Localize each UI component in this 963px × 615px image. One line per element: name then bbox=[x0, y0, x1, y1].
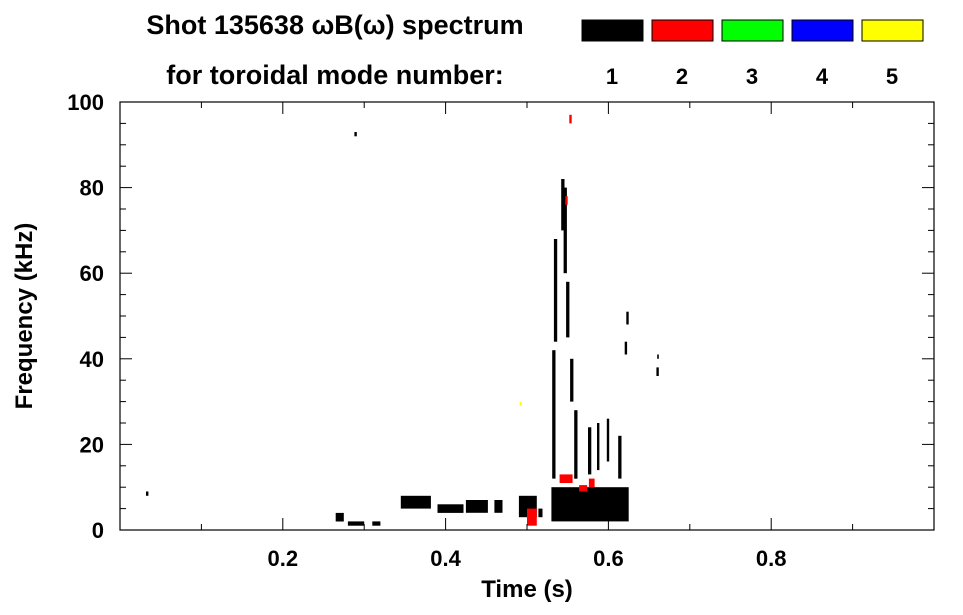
x-axis-label: Time (s) bbox=[481, 576, 573, 603]
y-tick-label: 60 bbox=[80, 261, 104, 286]
y-tick-label: 100 bbox=[67, 90, 104, 115]
spectral-feature-mode-1 bbox=[494, 500, 503, 513]
spectral-feature-mode-1 bbox=[624, 341, 628, 355]
spectral-feature-mode-1 bbox=[597, 423, 600, 471]
y-axis-ticks: 0 20 40 60 80 100 bbox=[67, 90, 934, 543]
legend-swatch-mode-1 bbox=[581, 19, 644, 42]
y-tick-label: 0 bbox=[92, 518, 104, 543]
spectral-feature-mode-2 bbox=[588, 478, 595, 488]
plot-frame bbox=[119, 101, 935, 531]
spectral-feature-mode-1 bbox=[347, 521, 365, 526]
legend-label-mode-2: 2 bbox=[676, 64, 688, 89]
spectral-feature-mode-1 bbox=[561, 179, 565, 231]
legend-swatch-mode-3 bbox=[721, 19, 784, 42]
spectral-feature-mode-1 bbox=[656, 367, 659, 376]
spectral-feature-mode-1 bbox=[552, 350, 556, 479]
spectral-feature-mode-5 bbox=[519, 401, 522, 406]
legend-swatch-mode-2 bbox=[651, 19, 714, 42]
spectral-feature-mode-1 bbox=[538, 508, 543, 518]
x-axis-ticks: 0.2 0.4 0.6 0.8 bbox=[200, 102, 854, 571]
y-tick-label: 40 bbox=[80, 347, 104, 372]
legend-swatch-mode-4 bbox=[791, 19, 854, 42]
legend-label-mode-3: 3 bbox=[746, 64, 758, 89]
spectral-feature-mode-2 bbox=[569, 114, 572, 124]
spectral-feature-mode-1 bbox=[146, 491, 149, 496]
x-tick-label: 0.4 bbox=[430, 546, 461, 571]
spectral-feature-mode-1 bbox=[372, 521, 381, 526]
legend-label-mode-5: 5 bbox=[886, 64, 898, 89]
spectral-feature-mode-1 bbox=[657, 354, 659, 359]
x-tick-label: 0.2 bbox=[268, 546, 299, 571]
y-tick-label: 20 bbox=[80, 432, 104, 457]
x-tick-label: 0.8 bbox=[756, 546, 787, 571]
spectral-feature-mode-1 bbox=[606, 418, 610, 462]
spectral-feature-mode-1 bbox=[553, 239, 558, 342]
spectral-feature-mode-1 bbox=[563, 187, 567, 274]
spectral-feature-mode-2 bbox=[579, 485, 588, 492]
spectral-feature-mode-1 bbox=[551, 487, 629, 522]
spectral-feature-mode-2 bbox=[559, 474, 573, 483]
spectral-feature-mode-1 bbox=[335, 512, 344, 522]
mode-legend: 1 2 3 4 5 bbox=[581, 19, 924, 89]
x-tick-label: 0.6 bbox=[593, 546, 624, 571]
y-tick-label: 80 bbox=[80, 176, 104, 201]
chart-title-line1: Shot 135638 ωB(ω) spectrum bbox=[146, 10, 523, 40]
spectral-feature-mode-1 bbox=[566, 281, 570, 338]
spectral-feature-mode-1 bbox=[618, 435, 622, 479]
spectral-feature-mode-2 bbox=[565, 196, 568, 205]
spectral-feature-mode-1 bbox=[465, 500, 488, 513]
spectral-feature-mode-1 bbox=[574, 410, 578, 479]
spectral-feature-mode-1 bbox=[437, 504, 464, 513]
y-axis-label: Frequency (kHz) bbox=[11, 223, 38, 410]
chart-title-line2: for toroidal mode number: bbox=[166, 60, 504, 90]
spectral-feature-mode-2 bbox=[527, 508, 537, 526]
legend-label-mode-1: 1 bbox=[606, 64, 618, 89]
legend-swatch-mode-5 bbox=[861, 19, 924, 42]
spectral-feature-mode-1 bbox=[570, 358, 574, 402]
spectral-feature-mode-1 bbox=[354, 132, 357, 137]
legend-label-mode-4: 4 bbox=[816, 64, 829, 89]
spectral-feature-mode-1 bbox=[400, 495, 431, 509]
spectral-feature-mode-1 bbox=[588, 427, 592, 475]
spectral-feature-mode-1 bbox=[626, 311, 629, 325]
spectrum-features bbox=[146, 114, 659, 526]
